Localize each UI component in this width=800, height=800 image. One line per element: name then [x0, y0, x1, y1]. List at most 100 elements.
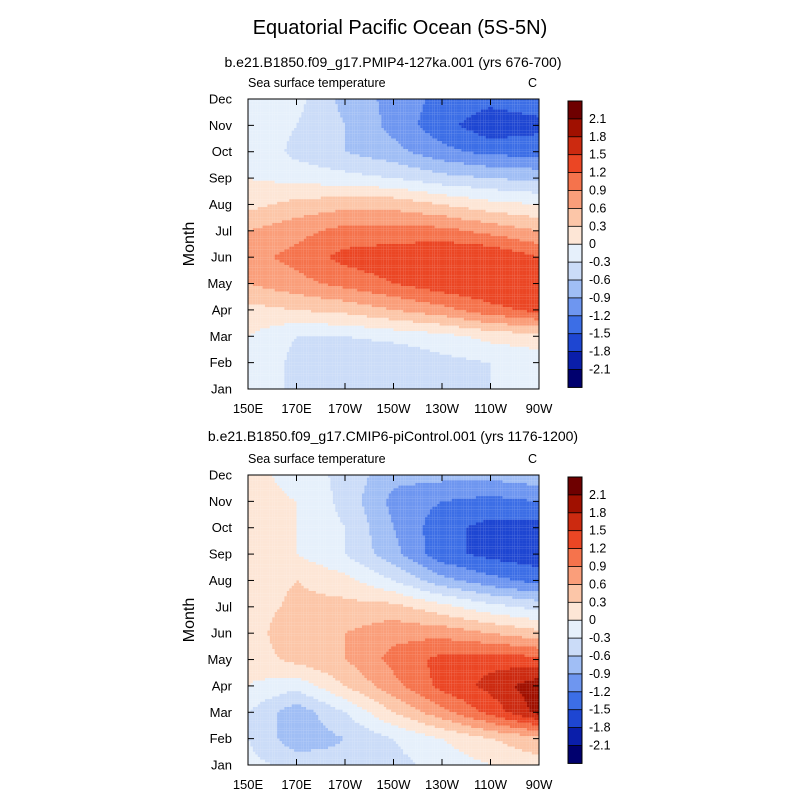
heat-cell — [347, 196, 350, 200]
heat-cell — [277, 154, 280, 158]
heat-cell — [255, 117, 258, 121]
heat-cell — [342, 170, 346, 173]
heat-cell — [381, 175, 384, 179]
heat-cell — [466, 109, 469, 113]
heat-cell — [345, 167, 348, 171]
heat-cell — [303, 162, 307, 165]
heat-cell — [248, 143, 251, 147]
heat-cell — [359, 193, 363, 197]
heat-cell — [311, 106, 314, 110]
heat-cell — [366, 191, 370, 194]
heat-cell — [284, 170, 287, 173]
heat-cell — [315, 162, 319, 165]
heat-cell — [318, 204, 321, 208]
heat-cell — [364, 109, 367, 113]
heat-cell — [298, 149, 302, 152]
heat-cell — [442, 114, 445, 118]
heat-cell — [318, 143, 321, 147]
heat-cell — [371, 135, 375, 139]
heat-cell — [296, 120, 299, 123]
heat-cell — [415, 101, 418, 105]
heat-cell — [425, 199, 428, 202]
heat-cell — [393, 157, 396, 160]
heat-cell — [531, 101, 535, 105]
heat-cell — [497, 180, 501, 184]
heat-cell — [531, 104, 535, 107]
heat-cell — [449, 112, 452, 115]
heat-cell — [289, 164, 292, 168]
heat-cell — [425, 164, 428, 168]
heat-cell — [320, 183, 324, 187]
heat-cell — [298, 157, 302, 160]
heat-cell — [480, 109, 484, 113]
heat-cell — [400, 172, 404, 176]
heat-cell — [422, 135, 426, 139]
heat-cell — [400, 159, 404, 163]
heat-cell — [534, 159, 537, 163]
heat-cell — [361, 151, 365, 155]
heat-cell — [531, 164, 535, 168]
heat-cell — [434, 191, 438, 194]
heat-cell — [466, 154, 469, 158]
heat-cell — [364, 141, 367, 144]
heat-cell — [294, 141, 297, 144]
heat-cell — [458, 159, 462, 163]
heat-cell — [483, 164, 486, 168]
heat-cell — [337, 178, 341, 181]
heat-cell — [497, 135, 501, 139]
heat-cell — [393, 196, 396, 200]
heat-cell — [446, 191, 450, 194]
heat-cell — [422, 170, 426, 173]
heat-cell — [517, 175, 520, 179]
heat-cell — [378, 146, 382, 150]
heat-cell — [485, 180, 489, 184]
heat-cell — [468, 162, 472, 165]
heat-cell — [534, 162, 537, 165]
heat-cell — [427, 157, 430, 160]
heat-cell — [422, 128, 426, 131]
heat-cell — [444, 180, 447, 184]
heat-cell — [524, 180, 527, 184]
heat-cell — [398, 104, 401, 107]
heat-cell — [495, 159, 498, 163]
heat-cell — [398, 196, 401, 200]
heat-cell — [274, 141, 278, 144]
heat-cell — [274, 143, 278, 147]
heat-cell — [248, 149, 251, 152]
heat-cell — [349, 178, 353, 181]
heat-cell — [378, 143, 382, 147]
heat-cell — [298, 122, 302, 126]
heat-cell — [308, 141, 312, 144]
heat-cell — [291, 193, 295, 197]
heat-cell — [412, 170, 416, 173]
heat-cell — [306, 191, 309, 194]
heat-cell — [269, 193, 273, 197]
heat-cell — [332, 167, 336, 171]
heat-cell — [412, 133, 416, 136]
heat-cell — [471, 109, 474, 113]
heat-cell — [349, 130, 353, 134]
heat-cell — [298, 114, 302, 118]
heat-cell — [492, 125, 496, 129]
heat-cell — [264, 128, 268, 131]
heat-cell — [512, 135, 515, 139]
heat-cell — [332, 135, 336, 139]
heat-cell — [262, 146, 266, 150]
heat-cell — [255, 133, 258, 136]
heat-cell — [454, 154, 457, 158]
heat-cell — [347, 149, 350, 152]
heat-cell — [330, 191, 333, 194]
heat-cell — [398, 130, 401, 134]
heat-cell — [517, 106, 520, 110]
heat-cell — [408, 199, 411, 202]
heat-cell — [289, 149, 292, 152]
heat-cell — [374, 122, 377, 126]
heat-cell — [330, 167, 333, 171]
heat-cell — [412, 128, 416, 131]
heat-cell — [349, 133, 353, 136]
heat-cell — [500, 101, 503, 105]
heat-cell — [444, 170, 447, 173]
heat-cell — [383, 159, 387, 163]
heat-cell — [408, 117, 411, 121]
heat-cell — [289, 183, 292, 187]
